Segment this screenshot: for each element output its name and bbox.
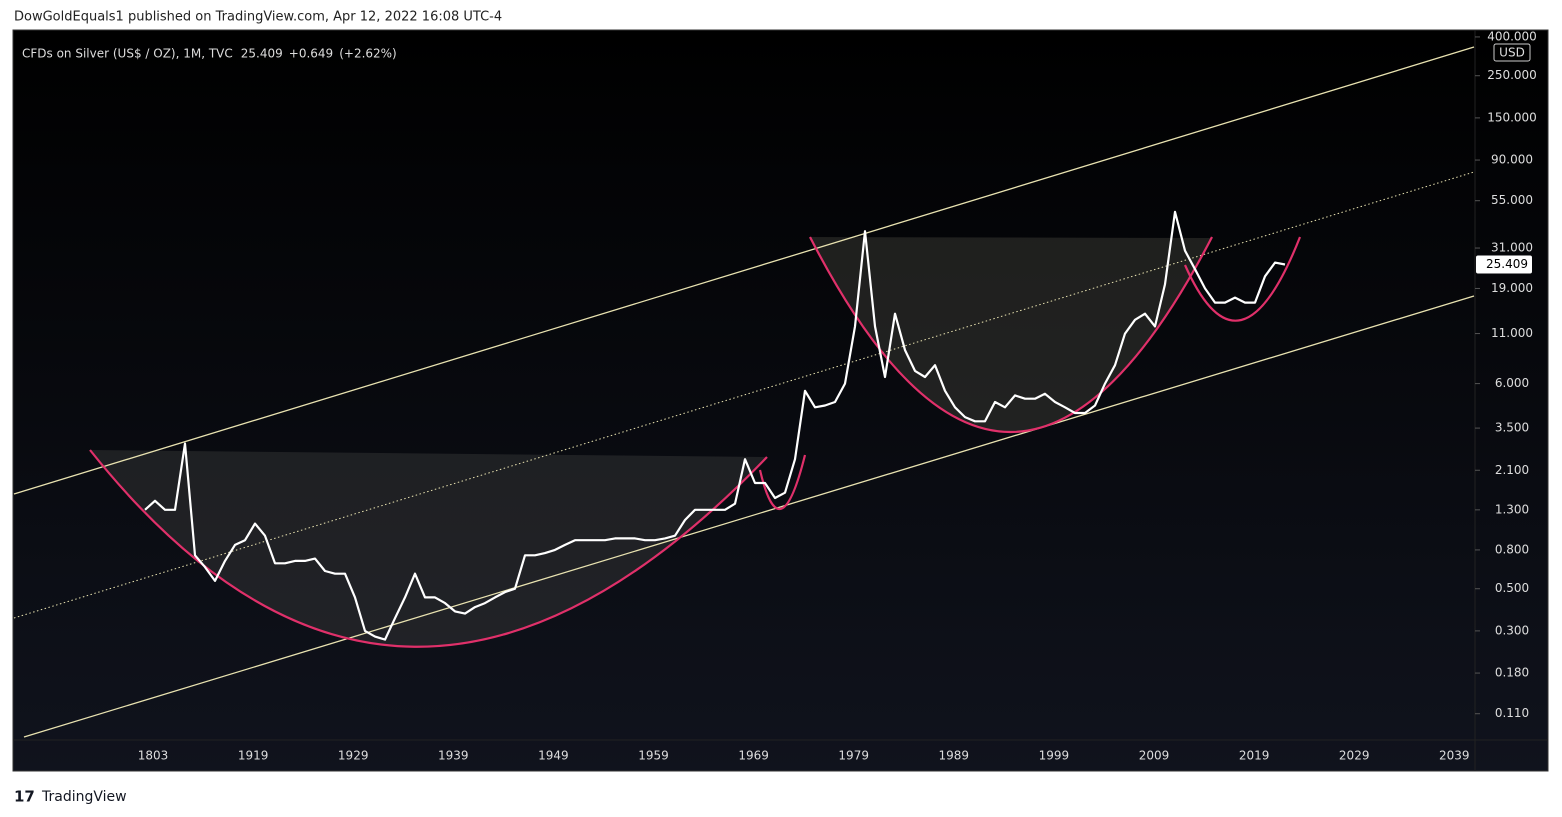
symbol-title: CFDs on Silver (US$ / OZ), 1M, TVC <box>22 47 233 61</box>
currency-label: USD <box>1499 46 1525 60</box>
price-line <box>144 210 1286 641</box>
x-tick-label: 1979 <box>838 749 869 763</box>
x-tick-label: 1999 <box>1039 749 1070 763</box>
y-tick-label: 0.110 <box>1495 706 1529 720</box>
price-change: +0.649 <box>289 47 333 61</box>
y-tick-label: 1.300 <box>1495 502 1529 516</box>
x-tick-label: 1969 <box>738 749 769 763</box>
last-price: 25.409 <box>241 47 283 61</box>
y-tick-label: 0.300 <box>1495 623 1529 637</box>
cup-arc <box>809 236 1213 433</box>
x-tick-label: 1919 <box>238 749 269 763</box>
y-tick-label: 6.000 <box>1495 376 1529 390</box>
y-tick-label: 11.000 <box>1491 326 1533 340</box>
x-tick-label: 2029 <box>1339 749 1370 763</box>
y-tick-label: 55.000 <box>1491 193 1533 207</box>
cup-shade <box>90 450 767 647</box>
cup-arc <box>758 454 807 510</box>
channel-middle <box>13 171 1475 619</box>
channel-lower <box>23 295 1475 738</box>
tv-logo: 𝟭𝟳 <box>14 788 35 806</box>
y-tick-label: 250.000 <box>1487 68 1537 82</box>
y-tick-label: 0.800 <box>1495 542 1529 556</box>
chart-area <box>12 29 1549 772</box>
y-tick-label: 19.000 <box>1491 281 1533 295</box>
cup-arc <box>89 449 768 648</box>
x-tick-label: 2039 <box>1439 749 1470 763</box>
cup-arc <box>1183 236 1302 322</box>
legend: CFDs on Silver (US$ / OZ), 1M, TVC 25.40… <box>22 47 397 61</box>
publish-header: DowGoldEquals1 published on TradingView.… <box>14 10 502 25</box>
x-tick-label: 1929 <box>338 749 369 763</box>
price-change-pct: (+2.62%) <box>339 47 397 61</box>
x-tick-label: 1989 <box>939 749 970 763</box>
x-tick-label: 2009 <box>1139 749 1170 763</box>
y-tick-label: 2.100 <box>1495 463 1529 477</box>
y-tick-label: 31.000 <box>1491 241 1533 255</box>
last-price-box <box>1476 255 1532 274</box>
x-tick-label: 1959 <box>638 749 669 763</box>
y-tick-label: 0.180 <box>1495 666 1529 680</box>
y-tick-label: 90.000 <box>1491 153 1533 167</box>
channel-upper <box>13 46 1475 495</box>
brand: TradingView <box>41 789 127 805</box>
x-tick-label: 1949 <box>538 749 569 763</box>
last-price-label: 25.409 <box>1486 257 1528 271</box>
currency-box <box>1493 43 1531 62</box>
y-tick-label: 3.500 <box>1495 421 1529 435</box>
x-tick-label: 1803 <box>138 749 169 763</box>
x-tick-label: 2019 <box>1239 749 1270 763</box>
y-tick-label: 150.000 <box>1487 110 1537 124</box>
y-tick-label: 400.000 <box>1487 29 1537 43</box>
y-tick-label: 0.500 <box>1495 581 1529 595</box>
x-tick-label: 1939 <box>438 749 469 763</box>
